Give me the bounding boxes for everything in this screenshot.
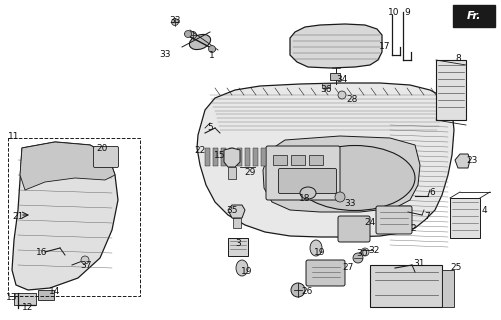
Text: 26: 26	[301, 287, 313, 297]
Text: 1: 1	[209, 51, 215, 60]
Ellipse shape	[189, 35, 210, 50]
Bar	[228, 167, 236, 179]
Ellipse shape	[310, 240, 322, 256]
Bar	[370, 265, 442, 307]
FancyBboxPatch shape	[279, 169, 337, 194]
Text: 30: 30	[356, 250, 368, 259]
Polygon shape	[20, 142, 115, 190]
Circle shape	[353, 253, 363, 263]
FancyBboxPatch shape	[306, 260, 345, 286]
Polygon shape	[197, 83, 454, 237]
Bar	[273, 155, 287, 165]
Text: 34: 34	[336, 75, 348, 84]
Text: 20: 20	[96, 143, 108, 153]
Bar	[291, 155, 305, 165]
Bar	[213, 148, 218, 166]
Bar	[442, 270, 454, 307]
Bar	[38, 290, 54, 300]
Text: 21: 21	[13, 212, 24, 220]
Circle shape	[361, 248, 369, 256]
Text: 36: 36	[320, 84, 332, 93]
Text: 14: 14	[49, 287, 61, 297]
Text: 11: 11	[8, 132, 20, 140]
Circle shape	[208, 45, 215, 52]
Text: 17: 17	[379, 42, 391, 51]
Text: 23: 23	[466, 156, 477, 164]
Text: 28: 28	[346, 94, 358, 103]
Polygon shape	[228, 205, 245, 218]
Text: 24: 24	[364, 218, 376, 227]
Text: 31: 31	[413, 260, 425, 268]
Bar	[436, 60, 466, 120]
Ellipse shape	[300, 187, 316, 199]
Text: 7: 7	[424, 212, 430, 220]
Text: 4: 4	[481, 205, 487, 214]
Circle shape	[189, 31, 196, 38]
Circle shape	[171, 19, 178, 26]
Bar	[453, 5, 495, 27]
Text: 19: 19	[314, 247, 326, 257]
Polygon shape	[290, 24, 382, 68]
Ellipse shape	[236, 260, 248, 276]
Text: 6: 6	[429, 188, 435, 196]
Bar	[330, 73, 340, 80]
Bar	[237, 148, 242, 166]
Bar	[221, 148, 226, 166]
Text: 9: 9	[404, 7, 410, 17]
Bar	[205, 148, 210, 166]
Bar	[233, 218, 241, 228]
Text: 35: 35	[226, 205, 238, 214]
Bar	[14, 293, 36, 305]
Bar	[309, 155, 323, 165]
Text: 3: 3	[235, 238, 241, 247]
Text: 32: 32	[368, 245, 380, 254]
Bar	[261, 148, 266, 166]
Bar	[245, 148, 250, 166]
Polygon shape	[263, 136, 420, 212]
Text: 13: 13	[6, 293, 18, 302]
Text: 33: 33	[344, 198, 356, 207]
Bar	[8, 138, 140, 296]
Text: 27: 27	[342, 263, 354, 273]
FancyBboxPatch shape	[338, 216, 370, 242]
FancyBboxPatch shape	[266, 146, 340, 200]
Text: 18: 18	[299, 194, 311, 203]
Bar	[229, 148, 234, 166]
Circle shape	[184, 30, 191, 37]
Text: 33: 33	[159, 50, 171, 59]
Circle shape	[335, 192, 345, 202]
Text: 5: 5	[207, 123, 213, 132]
Text: 10: 10	[388, 7, 400, 17]
Text: 19: 19	[241, 268, 253, 276]
FancyBboxPatch shape	[94, 147, 119, 167]
Text: 22: 22	[194, 146, 205, 155]
Bar	[450, 198, 480, 238]
Text: 25: 25	[450, 263, 462, 273]
Text: 33: 33	[169, 15, 181, 25]
Text: 8: 8	[455, 53, 461, 62]
Text: 37: 37	[80, 260, 92, 269]
Ellipse shape	[295, 146, 415, 211]
Text: 12: 12	[23, 303, 34, 313]
Bar	[253, 148, 258, 166]
Circle shape	[338, 91, 346, 99]
Circle shape	[291, 283, 305, 297]
Text: 29: 29	[244, 167, 256, 177]
FancyBboxPatch shape	[376, 206, 412, 234]
Bar	[322, 83, 330, 88]
Polygon shape	[455, 154, 470, 168]
Text: Fr.: Fr.	[467, 11, 481, 21]
Polygon shape	[224, 148, 240, 167]
Polygon shape	[12, 142, 118, 290]
Circle shape	[81, 256, 89, 264]
Text: 2: 2	[410, 223, 416, 233]
Text: 16: 16	[36, 247, 48, 257]
Text: 15: 15	[214, 150, 226, 159]
Bar	[228, 238, 248, 256]
